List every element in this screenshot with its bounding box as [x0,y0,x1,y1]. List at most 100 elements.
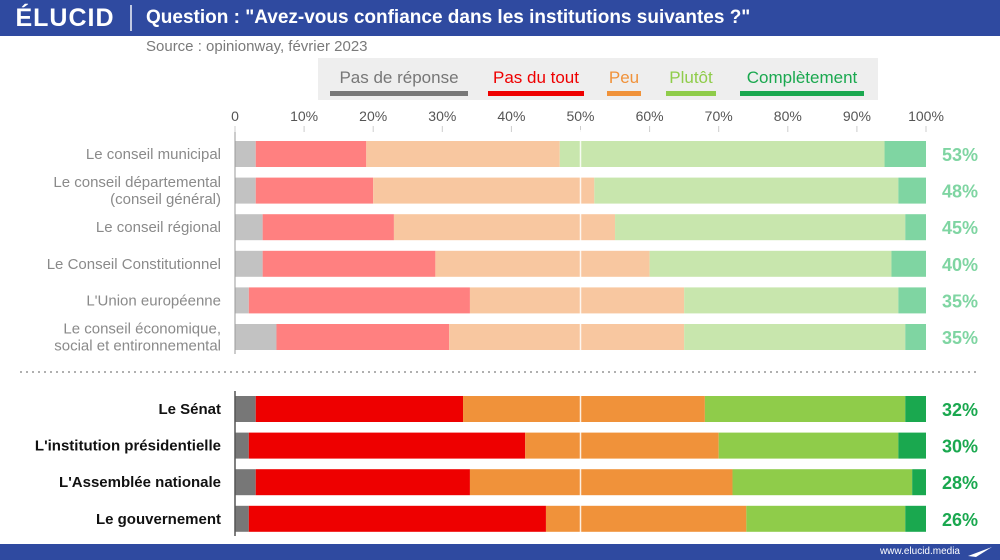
confidence-percent: 28% [942,473,978,493]
legend-item-no-answer: Pas de réponse [330,58,468,100]
legend-swatch-no-answer [330,91,468,96]
confidence-percent: 45% [942,218,978,238]
segment-little [525,432,719,459]
segment-little [373,177,595,204]
header-bar: ÉLUCID Question : "Avez-vous confiance d… [0,0,1000,36]
category-label: Le Sénat [158,401,221,418]
category-label: (conseil général) [110,191,221,208]
x-tick-label: 30% [428,108,456,124]
x-tick-label: 40% [497,108,525,124]
source-note: Source : opinionway, février 2023 [146,38,368,55]
segment-completely [898,177,926,204]
footer-bar: www.elucid.media [0,544,1000,560]
segment-not-at-all [248,287,470,314]
segment-little [469,287,685,314]
segment-not-at-all [255,177,374,204]
segment-little [393,214,616,241]
logo-separator [130,5,132,31]
confidence-percent: 30% [942,437,978,457]
category-label: L'Assemblée nationale [59,474,221,491]
legend-swatch-not-at-all [488,91,584,96]
legend-label-little: Peu [608,68,640,87]
segment-completely [905,396,926,422]
paper-plane-icon [968,547,992,557]
segment-little [449,324,685,350]
segment-completely [884,141,926,167]
segment-little [463,396,705,422]
segment-not-at-all [262,214,394,241]
category-label: Le conseil départemental [53,174,221,191]
segment-completely [905,324,926,350]
legend-swatch-rather [666,91,716,96]
legend: Pas de réponse Pas du tout Peu Plutôt Co… [318,58,878,100]
segment-rather [746,505,906,532]
segment-no-answer [235,141,256,167]
segment-not-at-all [255,469,470,496]
segment-rather [732,469,913,496]
segment-rather [684,287,899,314]
category-label: social et entironnemental [54,338,221,355]
segment-completely [891,250,926,277]
segment-rather [594,177,899,204]
category-label: Le conseil économique, [63,321,221,338]
segment-little [545,505,747,532]
segment-no-answer [235,396,256,422]
confidence-percent: 32% [942,400,978,420]
chart-title: Question : "Avez-vous confiance dans les… [146,7,751,28]
legend-label-not-at-all: Pas du tout [492,68,579,87]
segment-not-at-all [255,396,464,422]
segment-little [435,250,650,277]
segment-rather [559,141,885,167]
legend-item-rather: Plutôt [666,58,716,100]
segment-completely [905,214,926,241]
legend-label-completely: Complètement [746,68,858,87]
segment-no-answer [235,177,256,204]
legend-label-no-answer: Pas de réponse [339,68,459,87]
segment-no-answer [235,250,263,277]
category-label: L'institution présidentielle [35,438,221,455]
legend-item-little: Peu [607,58,641,100]
confidence-percent: 53% [942,145,978,165]
x-tick-label: 70% [705,108,733,124]
legend-swatch-little [607,91,641,96]
segment-no-answer [235,214,263,241]
segment-completely [898,287,926,314]
segment-no-answer [235,324,277,350]
segment-not-at-all [248,432,526,459]
category-label: Le conseil municipal [86,146,221,163]
segment-not-at-all [262,250,436,277]
segment-rather [649,250,892,277]
segment-completely [912,469,926,496]
category-label: L'Union européenne [86,292,221,309]
segment-no-answer [235,505,249,532]
segment-not-at-all [276,324,450,350]
segment-no-answer [235,469,256,496]
segment-little [366,141,560,167]
segment-rather [718,432,899,459]
category-label: Le gouvernement [96,511,221,528]
legend-swatch-completely [740,91,864,96]
confidence-percent: 40% [942,255,978,275]
segment-little [469,469,733,496]
segment-no-answer [235,432,249,459]
x-tick-label: 20% [359,108,387,124]
legend-label-rather: Plutôt [669,68,713,87]
x-tick-label: 50% [566,108,594,124]
segment-completely [898,432,926,459]
elucid-logo: ÉLUCID [15,4,115,32]
segment-not-at-all [255,141,367,167]
website-url[interactable]: www.elucid.media [879,546,960,557]
segment-rather [684,324,906,350]
segment-completely [905,505,926,532]
x-tick-label: 100% [908,108,944,124]
segment-rather [615,214,906,241]
confidence-percent: 26% [942,510,978,530]
x-tick-label: 60% [636,108,664,124]
x-tick-label: 0 [231,108,239,124]
confidence-percent: 35% [942,328,978,348]
x-tick-label: 90% [843,108,871,124]
segment-not-at-all [248,505,546,532]
legend-item-completely: Complètement [740,58,864,100]
confidence-percent: 35% [942,291,978,311]
category-label: Le Conseil Constitutionnel [47,256,221,273]
